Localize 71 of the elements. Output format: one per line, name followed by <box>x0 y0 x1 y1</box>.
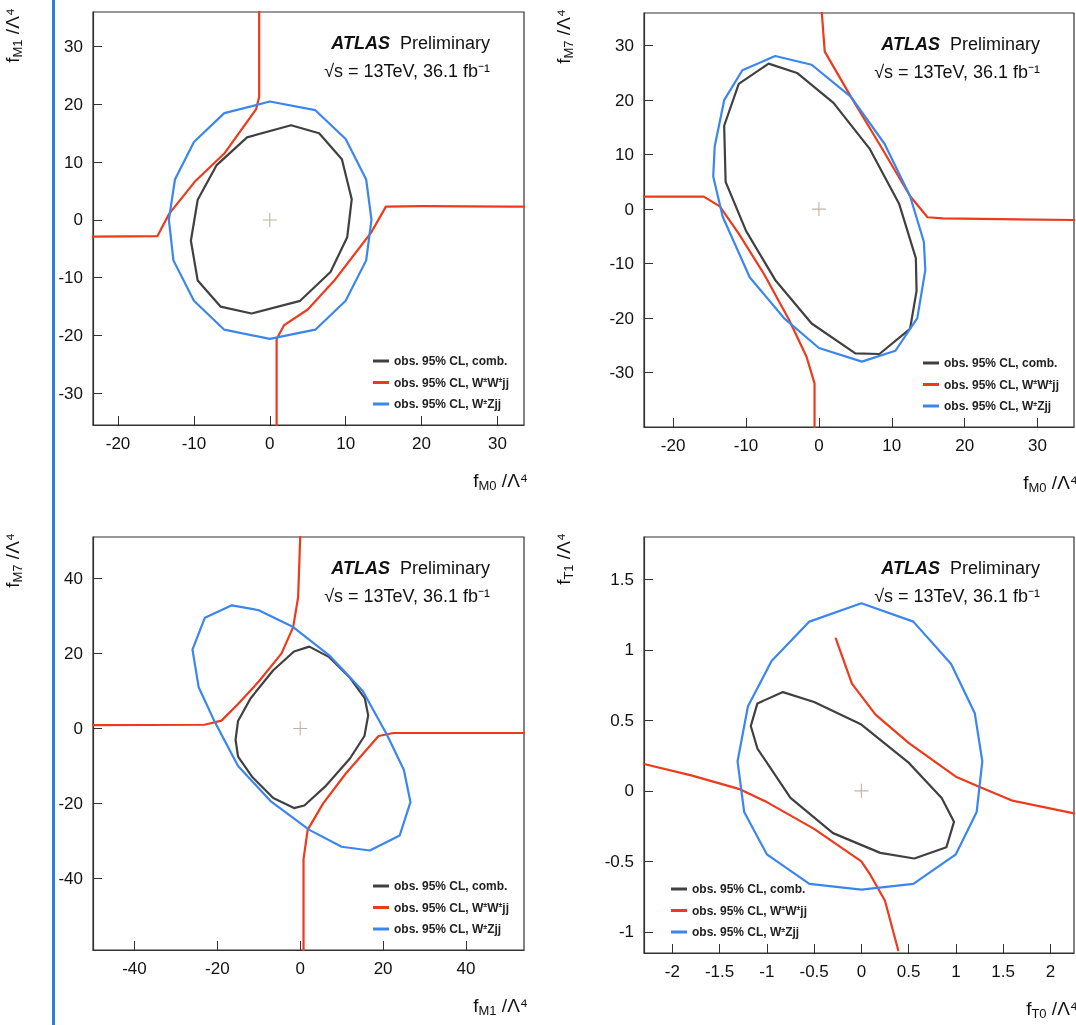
x-tick-label: -1 <box>759 962 775 981</box>
y-tick-label: -10 <box>609 254 634 274</box>
y-tick-label: -20 <box>58 325 83 345</box>
y-tick-label: -10 <box>58 268 83 288</box>
annotation: ATLAS <box>330 558 390 578</box>
annotation: √s = 13TeV, 36.1 fb⁻¹ <box>874 586 1041 606</box>
y-axis-title: fT1 /Λ⁴ <box>553 532 576 585</box>
legend-label: obs. 95% CL, comb. <box>393 879 508 893</box>
x-tick-label: -20 <box>105 434 131 453</box>
x-tick-label: 20 <box>412 434 432 453</box>
x-tick-label: 20 <box>955 436 975 455</box>
legend-label: obs. 95% CL, comb. <box>692 882 806 896</box>
legend-label: obs. 95% CL, comb. <box>393 354 508 368</box>
y-tick-label: -20 <box>58 794 83 814</box>
x-tick-label: -0.5 <box>799 962 829 981</box>
legend-label: obs. 95% CL, comb. <box>943 356 1058 370</box>
y-axis-title: fM7 /Λ⁴ <box>553 8 576 64</box>
y-tick-label: 1.5 <box>610 569 634 589</box>
x-tick-label: 40 <box>456 959 476 978</box>
x-tick-label: -20 <box>205 959 230 978</box>
y-tick-label: -1 <box>618 922 634 942</box>
y-tick-label: -20 <box>609 308 634 328</box>
x-tick-label: 20 <box>373 959 393 978</box>
y-tick-label: 20 <box>64 94 83 114</box>
x-tick-label: 10 <box>336 434 356 453</box>
x-tick-label: -40 <box>122 959 147 978</box>
y-tick-label: 20 <box>64 643 83 663</box>
annotation: ATLAS <box>880 34 940 54</box>
x-tick-label: 1.5 <box>991 962 1015 981</box>
y-tick-label: 0 <box>624 781 634 801</box>
y-tick-label: 40 <box>64 568 83 588</box>
y-tick-label: -0.5 <box>604 851 634 871</box>
y-tick-label: -30 <box>58 383 83 403</box>
y-tick-label: 20 <box>615 90 634 110</box>
y-tick-label: 0 <box>73 718 83 738</box>
annotation: √s = 13TeV, 36.1 fb⁻¹ <box>324 61 491 81</box>
x-tick-label: 0 <box>295 959 305 978</box>
x-tick-label: 2 <box>1045 962 1056 981</box>
annotation: Preliminary <box>389 558 491 578</box>
y-tick-label: 30 <box>64 37 83 57</box>
y-tick-label: 0 <box>624 199 634 219</box>
y-tick-label: 10 <box>64 152 83 172</box>
x-tick-label: -1.5 <box>704 962 735 981</box>
x-tick-label: -10 <box>733 436 759 455</box>
y-tick-label: 0 <box>73 210 83 230</box>
x-tick-label: 0 <box>856 962 867 981</box>
annotation: √s = 13TeV, 36.1 fb⁻¹ <box>324 586 491 606</box>
annotation: ATLAS <box>330 33 390 53</box>
x-tick-label: -2 <box>664 962 680 981</box>
x-tick-label: 10 <box>882 436 902 455</box>
x-tick-label: 30 <box>1028 436 1048 455</box>
x-tick-label: 0.5 <box>896 962 921 981</box>
x-tick-label: -10 <box>181 434 207 453</box>
x-tick-label: 30 <box>487 434 507 453</box>
annotation: Preliminary <box>939 558 1041 578</box>
y-axis-title: fM1 /Λ⁴ <box>2 7 25 63</box>
annotation: Preliminary <box>939 34 1041 54</box>
y-tick-label: -30 <box>609 363 634 383</box>
y-tick-label: 10 <box>615 145 634 165</box>
annotation: ATLAS <box>880 558 940 578</box>
y-tick-label: 1 <box>624 640 634 660</box>
x-tick-label: 0 <box>814 436 824 455</box>
y-tick-label: 30 <box>615 36 634 56</box>
x-tick-label: 0 <box>265 434 275 453</box>
x-tick-label: 1 <box>951 962 961 981</box>
y-tick-label: -40 <box>58 869 83 889</box>
y-tick-label: 0.5 <box>610 710 634 730</box>
y-axis-title: fM7 /Λ⁴ <box>2 532 25 588</box>
annotation: √s = 13TeV, 36.1 fb⁻¹ <box>874 62 1041 82</box>
x-tick-label: -20 <box>660 436 686 455</box>
annotation: Preliminary <box>389 33 491 53</box>
